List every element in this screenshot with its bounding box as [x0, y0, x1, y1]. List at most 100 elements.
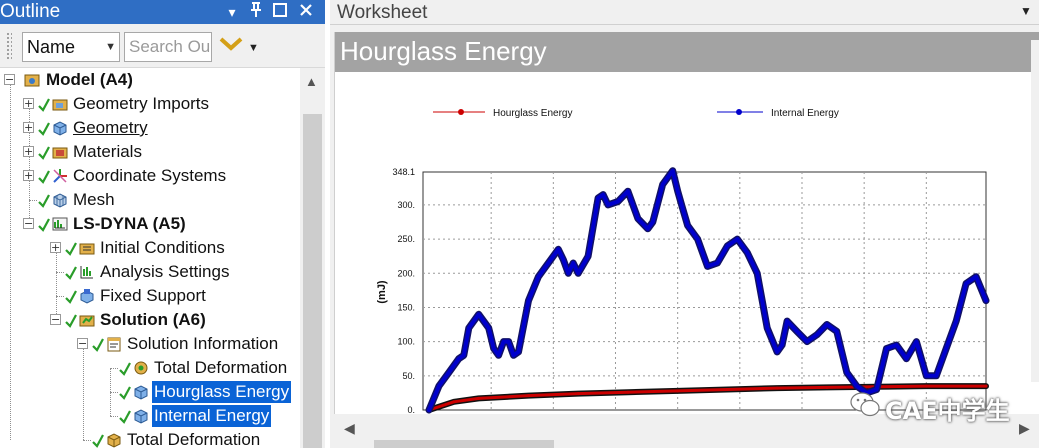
- series-marker-internal: [492, 346, 496, 350]
- horizontal-scroll-thumb[interactable]: [374, 440, 554, 448]
- series-marker-internal: [805, 340, 809, 344]
- tree-label-solution-information: Solution Information: [127, 334, 279, 353]
- series-marker-internal: [875, 387, 879, 391]
- series-marker-internal: [462, 353, 466, 357]
- series-marker-internal: [467, 326, 471, 330]
- toolbar-more-icon[interactable]: ▼: [248, 42, 259, 54]
- series-marker-internal: [571, 261, 575, 265]
- series-marker-internal: [914, 340, 918, 344]
- tree-node-total-deformation-2[interactable]: Total Deformation: [0, 428, 300, 448]
- result-probe-icon: [134, 361, 148, 375]
- worksheet-body: Hourglass Energy Hourglass Energy Intern…: [334, 32, 1039, 414]
- series-marker-internal: [427, 408, 431, 412]
- worksheet-vertical-scrollbar[interactable]: [1031, 40, 1039, 382]
- tree-node-internal-energy[interactable]: Internal Energy: [0, 404, 300, 428]
- collapse-icon[interactable]: −: [77, 337, 88, 350]
- series-marker-internal: [825, 323, 829, 327]
- series-marker-internal: [556, 247, 560, 251]
- series-marker-internal: [497, 353, 501, 357]
- watermark: CAE中学生: [835, 388, 1035, 425]
- series-marker-internal: [596, 196, 600, 200]
- series-marker-internal: [616, 199, 620, 203]
- scroll-up-icon[interactable]: ▲: [305, 74, 318, 89]
- check-icon: [65, 266, 77, 280]
- y-axis-ticks: 0. 50. 100. 150. 200. 250. 300. 348.1: [392, 167, 415, 414]
- tree-label-geometry-imports: Geometry Imports: [73, 94, 210, 113]
- pane-menu-arrow-icon[interactable]: ▼: [1020, 4, 1032, 18]
- series-marker-internal: [715, 261, 719, 265]
- series-marker-hourglass: [775, 386, 779, 390]
- tree-node-solution-information[interactable]: − Solution Information: [0, 332, 300, 356]
- check-icon: [119, 386, 131, 400]
- expand-icon[interactable]: +: [23, 121, 34, 134]
- tree-node-initial-conditions[interactable]: + Initial Conditions: [0, 236, 300, 260]
- series-marker-internal: [561, 258, 565, 262]
- legend-marker-hourglass: [458, 109, 464, 115]
- series-marker-internal: [676, 189, 680, 193]
- series-marker-internal: [576, 271, 580, 275]
- expand-icon[interactable]: +: [50, 241, 61, 254]
- worksheet-banner: Hourglass Energy: [335, 32, 1039, 72]
- series-marker-internal: [894, 343, 898, 347]
- check-icon: [38, 146, 50, 160]
- series-marker-internal: [502, 340, 506, 344]
- outline-header: Outline ▾: [0, 0, 325, 24]
- series-marker-internal: [586, 254, 590, 258]
- series-marker-internal: [651, 220, 655, 224]
- outline-scrollbar[interactable]: ▲: [300, 68, 325, 448]
- geometry-icon: [53, 121, 67, 136]
- collapse-icon[interactable]: −: [23, 217, 34, 230]
- series-marker-internal: [735, 237, 739, 241]
- tree-label-model: Model (A4): [46, 70, 133, 89]
- close-icon[interactable]: [296, 2, 316, 22]
- expand-icon[interactable]: +: [23, 145, 34, 158]
- pin-icon[interactable]: [246, 2, 266, 22]
- series-marker-internal: [964, 282, 968, 286]
- tree-node-total-deformation[interactable]: Total Deformation: [0, 356, 300, 380]
- mesh-icon: [53, 193, 67, 208]
- scroll-left-icon[interactable]: ◀: [344, 420, 355, 436]
- series-marker-internal: [904, 357, 908, 361]
- tree-node-mesh[interactable]: Mesh: [0, 188, 300, 212]
- series-marker-hourglass: [725, 387, 729, 391]
- check-icon: [119, 410, 131, 424]
- outline-toolbar: Name ▼ ▼: [0, 24, 325, 68]
- tree-node-geometry[interactable]: + Geometry: [0, 116, 300, 140]
- collapse-icon[interactable]: −: [4, 73, 15, 86]
- scroll-right-icon[interactable]: ▶: [1019, 420, 1030, 436]
- y-tick-label: 100.: [397, 337, 415, 347]
- expand-chevron-icon[interactable]: [218, 34, 244, 54]
- series-marker-internal: [646, 227, 650, 231]
- pane-menu-arrow-icon[interactable]: ▾: [228, 4, 236, 20]
- collapse-icon[interactable]: −: [50, 313, 61, 326]
- chart-legend: Hourglass Energy Internal Energy: [433, 108, 839, 119]
- tree-node-geometry-imports[interactable]: + Geometry Imports: [0, 92, 300, 116]
- toolbar-grip-icon[interactable]: [6, 32, 12, 60]
- series-marker-internal: [934, 374, 938, 378]
- expand-icon[interactable]: +: [23, 169, 34, 182]
- tree-node-materials[interactable]: + Materials: [0, 140, 300, 164]
- tree-node-hourglass-energy[interactable]: Hourglass Energy: [0, 380, 300, 404]
- worksheet-horizontal-scrollbar[interactable]: ◀ ▶: [334, 414, 1039, 448]
- maximize-icon[interactable]: [270, 2, 290, 22]
- expand-icon[interactable]: +: [23, 97, 34, 110]
- wechat-logo-icon: [850, 392, 880, 417]
- name-filter-select[interactable]: Name ▼: [22, 32, 120, 62]
- tree-node-coordinate-systems[interactable]: + Coordinate Systems: [0, 164, 300, 188]
- legend-marker-internal: [736, 109, 742, 115]
- tree-node-fixed-support[interactable]: Fixed Support: [0, 284, 300, 308]
- tree-node-solution[interactable]: − Solution (A6): [0, 308, 300, 332]
- series-marker-internal: [835, 329, 839, 333]
- tree-label-hourglass-energy: Hourglass Energy: [152, 381, 292, 403]
- outline-scroll-thumb[interactable]: [303, 114, 322, 448]
- tree-node-model[interactable]: − Model (A4): [0, 68, 300, 92]
- y-tick-label: 250.: [397, 234, 415, 244]
- tree-label-coordinate-systems: Coordinate Systems: [73, 166, 227, 185]
- series-marker-internal: [517, 350, 521, 354]
- series-marker-hourglass: [477, 396, 481, 400]
- tree-node-analysis-settings[interactable]: Analysis Settings: [0, 260, 300, 284]
- series-marker-internal: [974, 275, 978, 279]
- outline-search-input[interactable]: [124, 32, 212, 62]
- tree-node-lsdyna[interactable]: − LS-DYNA (A5): [0, 212, 300, 236]
- watermark-text: CAE中学生: [885, 397, 1010, 425]
